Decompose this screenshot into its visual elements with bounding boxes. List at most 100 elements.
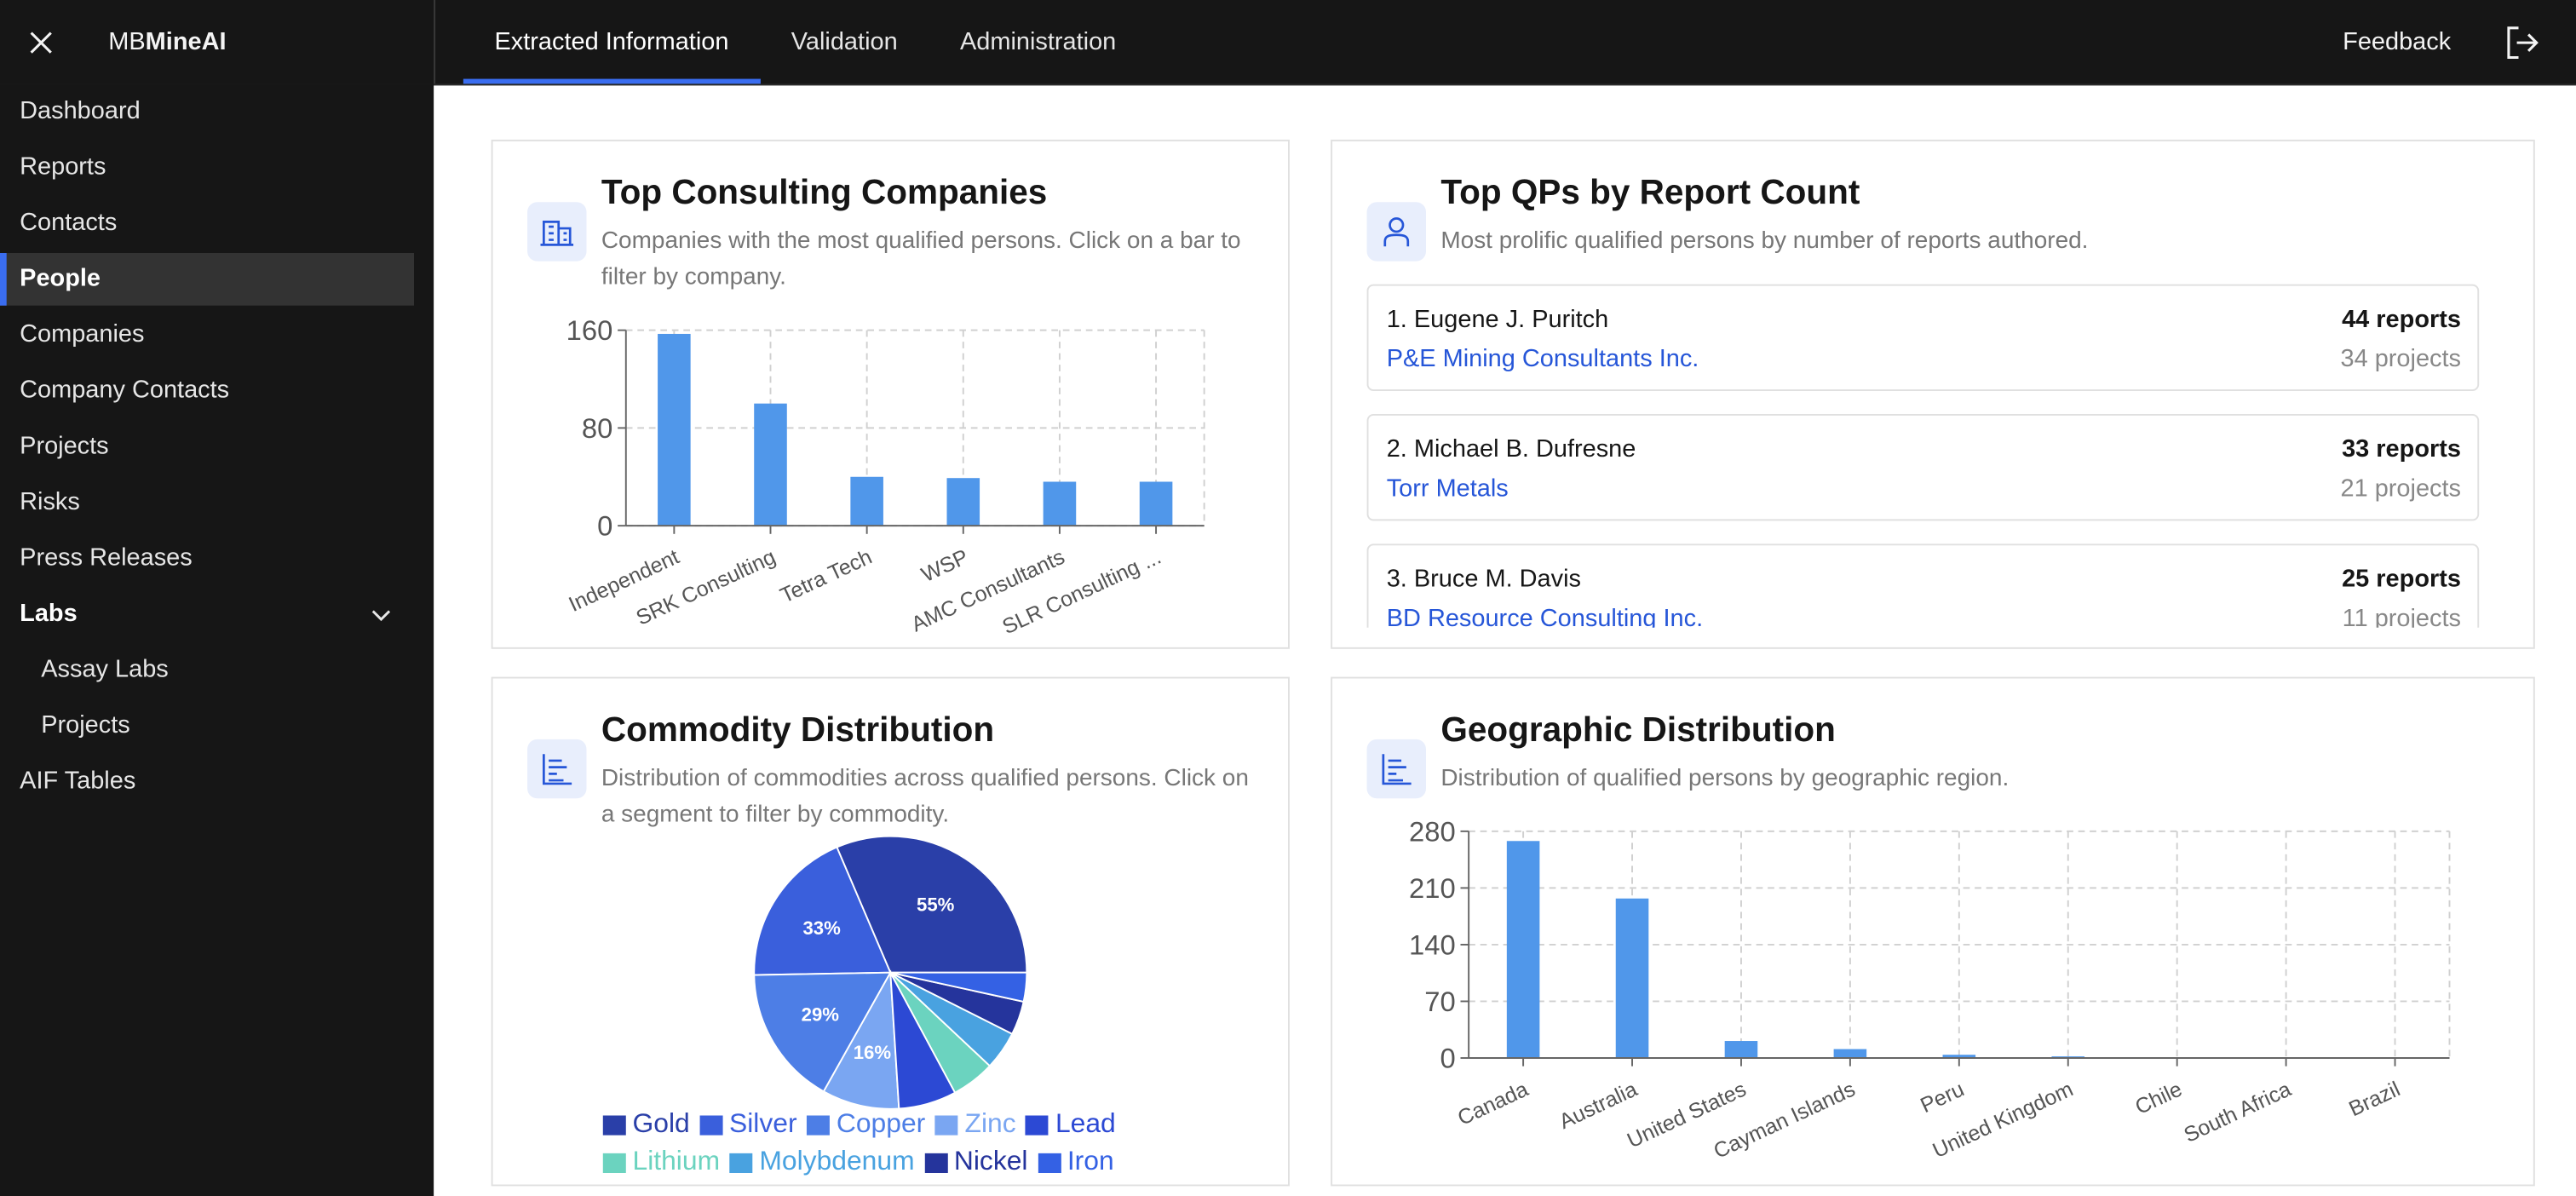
card: Top Consulting Companies Companies with …	[491, 139, 1290, 649]
card: Geographic Distribution Distribution of …	[1331, 676, 2535, 1187]
chevron	[371, 610, 391, 622]
chevron-icon[interactable]	[371, 609, 391, 622]
qp-projects: 21 projects	[2340, 474, 2461, 503]
bar[interactable]	[1833, 1049, 1867, 1058]
legend-item[interactable]: Silver	[699, 1108, 797, 1141]
qp-item[interactable]: 3. Bruce M. Davis BD Resource Consulting …	[1366, 543, 2480, 628]
bar[interactable]	[850, 476, 883, 526]
x-tick-label: WSP	[917, 545, 972, 588]
pie-slice[interactable]	[822, 969, 900, 1110]
nav-subitem[interactable]: Projects	[41, 711, 130, 739]
bar[interactable]	[1043, 481, 1077, 526]
legend-label: Silver	[729, 1108, 797, 1139]
legend-label: Copper	[836, 1108, 926, 1139]
qp-list: 1. Eugene J. Puritch P&E Mining Consultan…	[1332, 284, 2533, 628]
pie-slice[interactable]	[753, 971, 892, 1093]
bar[interactable]	[754, 403, 787, 526]
card-title: Top QPs by Report Count	[1440, 174, 1860, 212]
top-bar: MBMineAI Extracted Information Validation…	[0, 0, 2576, 86]
x-tick-label: Chile	[2131, 1077, 2186, 1119]
nav-subitem[interactable]: Assay Labs	[41, 655, 169, 684]
pie-slice[interactable]	[753, 846, 892, 976]
nav-item[interactable]: Contacts	[20, 208, 118, 237]
x-tick-label: South Africa	[2181, 1077, 2295, 1147]
nav-item[interactable]: People	[0, 252, 414, 306]
nav-item[interactable]: Companies	[20, 320, 145, 348]
y-tick-label: 0	[1440, 1043, 1455, 1074]
nav-item[interactable]: Company Contacts	[20, 376, 230, 405]
qp-reports: 33 reports	[2342, 435, 2461, 463]
legend-swatch	[602, 1114, 626, 1135]
legend-label: Nickel	[953, 1147, 1028, 1176]
x-tick-label: SLR Consulting ...	[998, 545, 1164, 640]
qp-item[interactable]: 1. Eugene J. Puritch P&E Mining Consultan…	[1366, 284, 2480, 391]
qp-name: 2. Michael B. Dufresne	[1386, 435, 1636, 463]
card-title: Commodity Distribution	[601, 711, 995, 750]
legend-item[interactable]: Lead	[1026, 1109, 1116, 1141]
qp-item[interactable]: 2. Michael B. Dufresne Torr Metals 33 repo…	[1366, 413, 2480, 521]
close-icon[interactable]	[30, 32, 53, 55]
legend-item[interactable]: Molybdenum	[729, 1147, 915, 1178]
bar[interactable]	[658, 333, 691, 526]
brand[interactable]: MBMineAI	[108, 28, 226, 56]
pie-slice[interactable]	[890, 971, 1028, 1003]
qp-company[interactable]: Torr Metals	[1386, 474, 1509, 503]
brand-name: MineAI	[145, 27, 227, 56]
legend-item[interactable]: Zinc	[934, 1108, 1016, 1141]
legend-item[interactable]: Iron	[1038, 1147, 1114, 1178]
nav-item[interactable]: Reports	[20, 152, 106, 181]
y-tick-label: 160	[566, 314, 613, 346]
bar[interactable]	[1942, 1055, 1976, 1058]
nav-item[interactable]: Labs	[0, 588, 414, 641]
legend-label: Zinc	[964, 1108, 1016, 1139]
slice-label: 33%	[802, 917, 841, 939]
feedback-link[interactable]: Feedback	[2343, 27, 2452, 56]
nav-item[interactable]: Risks	[20, 487, 80, 516]
bar[interactable]	[1615, 898, 1649, 1058]
tab[interactable]: Administration	[959, 27, 1117, 56]
qp-name: 1. Eugene J. Puritch	[1386, 305, 1609, 334]
qp-company[interactable]: P&E Mining Consultants Inc.	[1386, 344, 1699, 373]
nav-item[interactable]: Press Releases	[20, 543, 193, 572]
legend-swatch	[934, 1114, 958, 1135]
logout-icon[interactable]	[2504, 25, 2539, 60]
y-tick-label: 210	[1409, 872, 1456, 904]
tab[interactable]: Validation	[791, 27, 898, 56]
tabs: Extracted Information Validation Administr…	[463, 0, 1147, 84]
legend-label: Molybdenum	[759, 1147, 915, 1176]
legend-item[interactable]: Copper	[807, 1109, 925, 1141]
bar[interactable]	[1139, 481, 1173, 526]
legend-label: Lead	[1055, 1108, 1116, 1139]
card-subtitle: Distribution of qualified persons by geo…	[1440, 765, 2010, 792]
y-tick-label: 70	[1424, 986, 1455, 1017]
chart: 55% 33% 29% 16%	[753, 835, 1028, 1110]
bar[interactable]	[1724, 1041, 1758, 1058]
card-icon	[527, 739, 587, 799]
card-title: Geographic Distribution	[1440, 711, 1836, 750]
y-tick-label: 280	[1409, 815, 1456, 847]
card: Commodity Distribution Distribution of c…	[491, 676, 1290, 1187]
slice-label: 29%	[802, 1004, 840, 1026]
nav-item[interactable]: Projects	[20, 432, 109, 460]
x-tick-label: Brazil	[2345, 1077, 2404, 1121]
legend-swatch	[924, 1152, 948, 1173]
y-tick-label: 140	[1409, 929, 1456, 960]
y-tick-label: 80	[582, 412, 612, 444]
card-icon	[527, 202, 587, 262]
qp-company[interactable]: BD Resource Consulting Inc.	[1386, 604, 1704, 628]
nav-item[interactable]: Dashboard	[20, 96, 141, 125]
nav-item[interactable]: AIF Tables	[20, 767, 136, 796]
pie-slice[interactable]	[836, 835, 1028, 974]
y-tick-label: 0	[597, 510, 612, 542]
legend-item[interactable]: Nickel	[924, 1147, 1028, 1178]
tab[interactable]: Extracted Information	[463, 0, 761, 84]
bar[interactable]	[1506, 841, 1540, 1058]
legend-swatch	[1026, 1114, 1049, 1135]
legend-item[interactable]: Lithium	[602, 1147, 720, 1178]
legend-swatch	[1038, 1152, 1061, 1173]
bar[interactable]	[946, 478, 980, 526]
legend-item[interactable]: Gold	[602, 1109, 690, 1141]
